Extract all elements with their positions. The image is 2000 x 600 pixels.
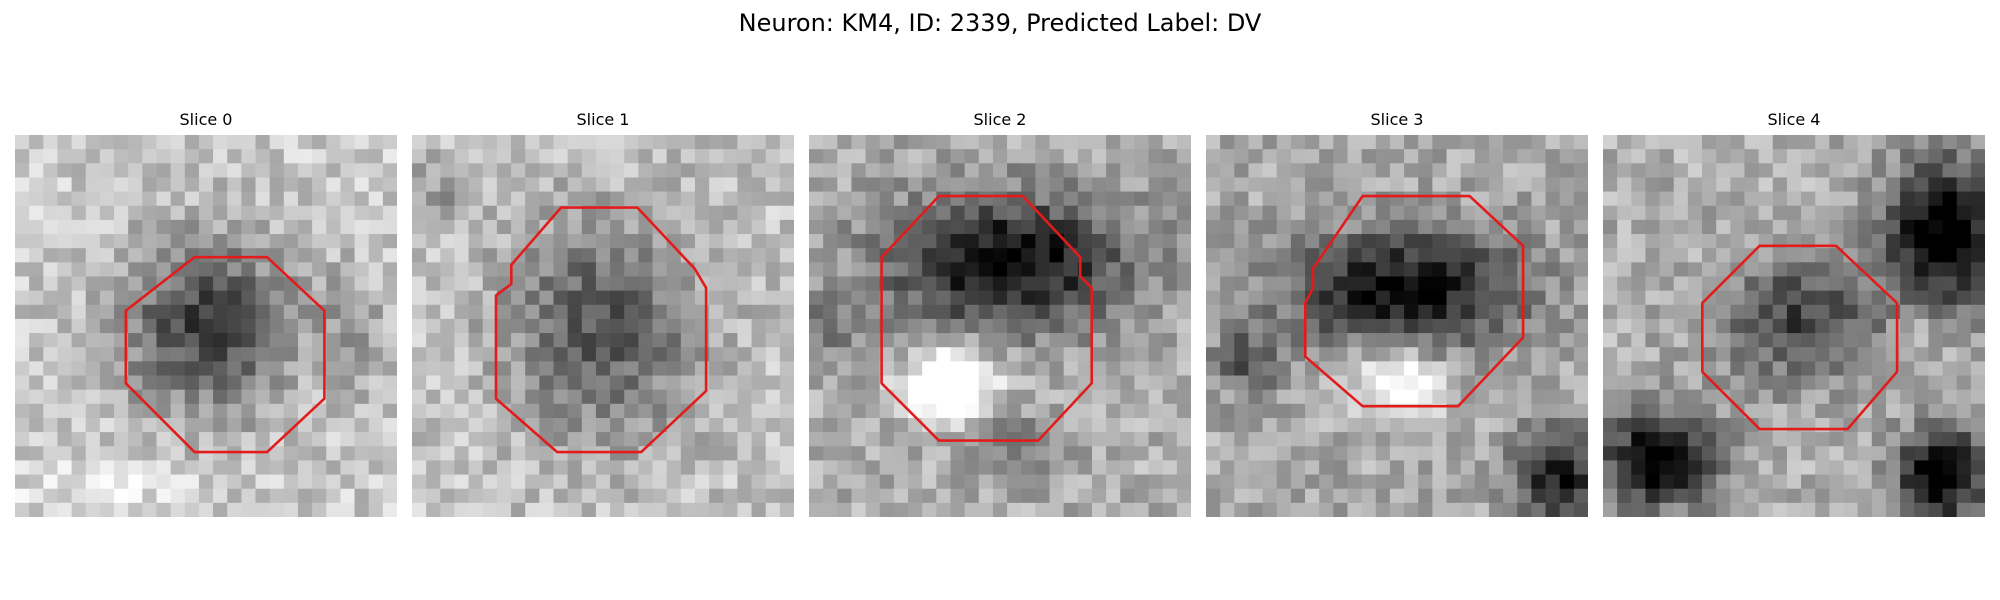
slice-0-image <box>15 135 397 517</box>
slice-panels: Slice 0 Slice 1 Slice 2 Slice 3 Slice 4 <box>15 108 1985 528</box>
panel-slice-4: Slice 4 <box>1603 108 1985 528</box>
panel-slice-2: Slice 2 <box>809 108 1191 528</box>
slice-1-roi-outline <box>494 206 708 454</box>
slice-4-roi-outline <box>1701 244 1899 431</box>
slice-2-title: Slice 2 <box>973 110 1027 129</box>
slice-4-title: Slice 4 <box>1767 110 1821 129</box>
slice-1-image <box>412 135 794 517</box>
slice-4-image <box>1603 135 1985 517</box>
panel-slice-0: Slice 0 <box>15 108 397 528</box>
panel-slice-1: Slice 1 <box>412 108 794 528</box>
panel-slice-3: Slice 3 <box>1206 108 1588 528</box>
slice-2-roi-outline <box>880 194 1094 442</box>
slice-2-image <box>809 135 1191 517</box>
slice-3-title: Slice 3 <box>1370 110 1424 129</box>
slice-1-title: Slice 1 <box>576 110 630 129</box>
slice-0-title: Slice 0 <box>179 110 233 129</box>
slice-3-roi-outline <box>1304 194 1525 408</box>
slice-3-image <box>1206 135 1588 517</box>
figure-title: Neuron: KM4, ID: 2339, Predicted Label: … <box>738 9 1262 37</box>
slice-0-roi-outline <box>124 255 326 454</box>
